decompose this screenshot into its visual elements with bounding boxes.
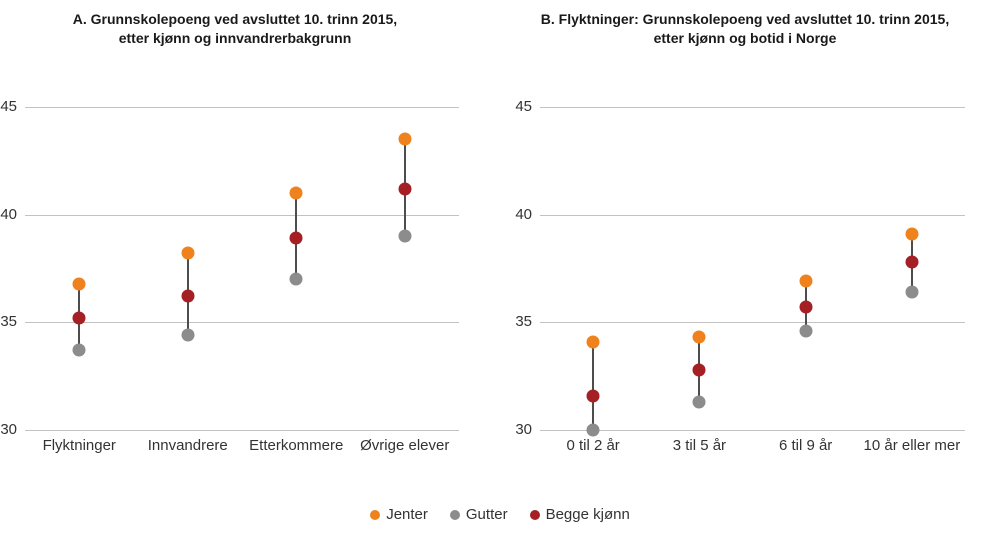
- gridline-y-30: [540, 430, 965, 431]
- dot-gutter: [72, 343, 86, 357]
- panel-b-title: B. Flyktninger: Grunnskolepoeng ved avsl…: [540, 11, 950, 46]
- y-tick-label-40: 40: [0, 205, 17, 223]
- y-tick-label-30: 30: [515, 421, 532, 438]
- y-tick-label-40: 40: [515, 205, 532, 223]
- legend-item-gutter: Gutter: [449, 506, 508, 523]
- x-category-label: Flyktninger: [42, 437, 116, 454]
- x-category-label: 0 til 2 år: [566, 437, 620, 454]
- legend-item-begge-kjonn: Begge kjønn: [529, 506, 630, 523]
- dot-gutter: [289, 272, 303, 286]
- dot-begge-kj-nn: [586, 389, 600, 403]
- panel-a-plot: [25, 107, 459, 431]
- gridline-y-45: [540, 107, 965, 108]
- dot-gutter: [692, 395, 706, 409]
- legend-dot-begge-kjonn: [529, 509, 540, 520]
- dot-gutter: [905, 285, 919, 299]
- y-tick-label-45: 45: [515, 98, 532, 115]
- dot-jenter: [72, 277, 86, 291]
- connector-line: [592, 341, 595, 430]
- y-tick-label-35: 35: [515, 313, 532, 331]
- x-category-label: Innvandrere: [147, 437, 228, 454]
- dot-begge-kj-nn: [398, 182, 412, 196]
- dot-begge-kj-nn: [72, 311, 86, 325]
- dot-begge-kj-nn: [289, 231, 303, 245]
- dot-gutter: [398, 229, 412, 243]
- gridline-y-35: [540, 322, 965, 324]
- dot-jenter: [586, 335, 600, 349]
- dot-begge-kj-nn: [181, 289, 195, 303]
- y-tick-label-45: 45: [0, 98, 17, 115]
- gridline-y-35: [25, 322, 459, 324]
- x-category-label: 3 til 5 år: [672, 437, 727, 454]
- dot-jenter: [398, 132, 412, 146]
- x-category-label: 6 til 9 år: [778, 437, 833, 454]
- legend-label-jenter: Jenter: [386, 506, 428, 523]
- dot-jenter: [692, 330, 706, 344]
- legend-label-gutter: Gutter: [465, 506, 508, 523]
- x-category-label: Etterkommere: [249, 437, 344, 454]
- dot-jenter: [905, 227, 919, 241]
- dot-jenter: [181, 246, 195, 260]
- dot-gutter: [799, 324, 813, 338]
- gridline-y-45: [25, 107, 459, 108]
- gridline-y-30: [25, 430, 459, 431]
- dot-jenter: [289, 186, 303, 200]
- panel-b-plot: [540, 107, 965, 437]
- x-category-label: 10 år eller mer: [863, 437, 961, 454]
- y-tick-label-30: 30: [0, 421, 17, 438]
- legend-label-begge-kjonn: Begge kjønn: [545, 506, 630, 523]
- panel-a-title: A. Grunnskolepoeng ved avsluttet 10. tri…: [72, 11, 398, 46]
- legend: Jenter Gutter Begge kjønn: [0, 506, 1000, 523]
- dot-jenter: [799, 274, 813, 288]
- dot-begge-kj-nn: [905, 255, 919, 269]
- dot-begge-kj-nn: [799, 300, 813, 314]
- legend-dot-jenter: [370, 509, 381, 520]
- gridline-y-40: [25, 214, 459, 216]
- gridline-y-40: [540, 214, 965, 216]
- legend-item-jenter: Jenter: [370, 506, 428, 523]
- y-tick-label-35: 35: [0, 313, 17, 331]
- dot-begge-kj-nn: [692, 363, 706, 377]
- dot-gutter: [181, 328, 195, 342]
- legend-dot-gutter: [449, 509, 460, 520]
- x-category-label: Øvrige elever: [360, 437, 450, 454]
- dot-gutter: [586, 423, 600, 437]
